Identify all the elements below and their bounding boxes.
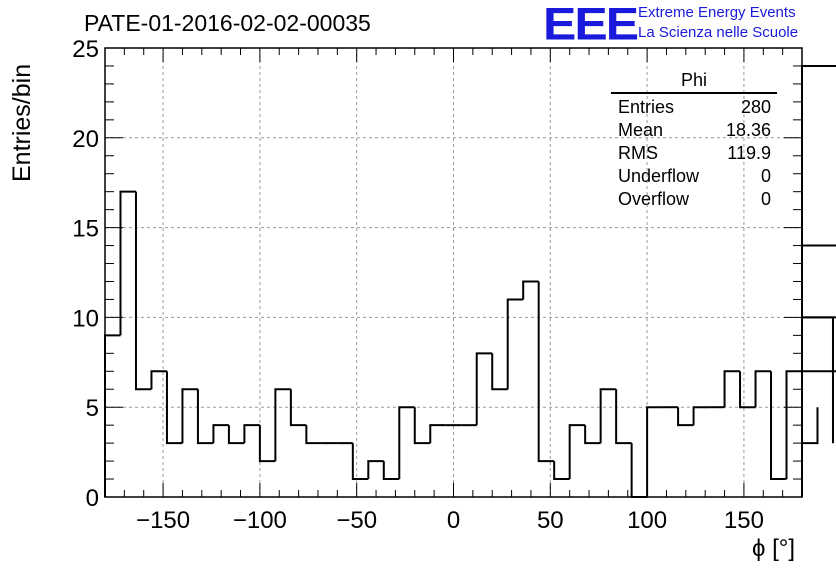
histogram-bin xyxy=(801,64,836,497)
histogram-bin xyxy=(305,425,322,445)
histogram-bin xyxy=(243,424,260,444)
stats-value: 18.36 xyxy=(725,120,771,140)
x-tick-label: 150 xyxy=(724,507,764,534)
y-tick-label: 0 xyxy=(86,485,99,512)
stats-value: 119.9 xyxy=(727,143,771,163)
histogram-bin xyxy=(258,425,276,463)
histogram-bin xyxy=(785,370,802,480)
histogram-bin xyxy=(802,244,836,247)
histogram-bin xyxy=(196,389,214,445)
histogram-bin xyxy=(739,371,756,409)
histogram-bin xyxy=(181,388,198,444)
y-tick-label: 5 xyxy=(86,395,99,422)
histogram-bin xyxy=(584,425,601,445)
stats-value: 0 xyxy=(760,189,771,209)
histogram-bin xyxy=(692,406,710,426)
stats-label: Mean xyxy=(618,120,664,140)
stats-label: Underflow xyxy=(618,166,700,186)
stats-value: 0 xyxy=(760,166,771,186)
histogram-bin xyxy=(491,353,508,391)
y-tick-label: 15 xyxy=(72,216,99,243)
stats-row-overflow: Overflow 0 xyxy=(611,188,777,211)
x-axis-label: ϕ [°] xyxy=(752,535,796,562)
logo-subtitle-1: Extreme Energy Events xyxy=(638,4,796,21)
histogram-bin xyxy=(615,389,632,445)
histogram-bin xyxy=(119,190,136,336)
tick-labels: −150 −100 −50 0 50 100 150 0 5 10 15 20 25 xyxy=(72,36,764,534)
logo-subtitle-2: La Scienza nelle Scuole xyxy=(638,24,799,41)
histogram-bin xyxy=(522,280,539,300)
stats-row-rms: RMS 119.9 xyxy=(611,142,777,165)
x-tick-label: 100 xyxy=(627,507,667,534)
x-tick-label: 0 xyxy=(447,507,460,534)
histogram-bin xyxy=(723,370,741,408)
histogram-bin xyxy=(398,406,415,480)
histogram-bin xyxy=(754,370,772,408)
histogram-bin xyxy=(770,371,787,481)
histogram-bin xyxy=(165,371,183,445)
histogram-bin xyxy=(599,388,617,444)
histogram-bin xyxy=(553,461,570,481)
histogram-bin xyxy=(413,407,431,445)
stats-label: Entries xyxy=(618,97,675,117)
histogram-bin xyxy=(150,370,167,390)
histogram-bin xyxy=(506,298,524,390)
stats-row-underflow: Underflow 0 xyxy=(611,165,777,188)
histogram-bin xyxy=(475,352,493,426)
x-tick-label: −50 xyxy=(336,507,377,534)
stats-title: Phi xyxy=(611,70,777,94)
stats-value: 280 xyxy=(740,97,771,117)
histogram-bin xyxy=(802,407,819,445)
stats-box: Phi Entries 280 Mean 18.36 RMS 119.9 Und… xyxy=(611,70,777,211)
histogram-bins xyxy=(104,64,836,498)
histogram-bin xyxy=(212,424,229,444)
histogram-bin xyxy=(802,370,836,373)
histogram-bin xyxy=(274,388,291,462)
y-tick-label: 20 xyxy=(72,126,99,153)
histogram-bin xyxy=(677,407,694,427)
y-tick-label: 25 xyxy=(72,36,99,63)
histogram-bin xyxy=(630,443,648,498)
histogram-bin xyxy=(382,461,400,481)
chart-title: PATE-01-2016-02-02-00035 xyxy=(84,10,371,36)
y-axis-label: Entries/bin xyxy=(8,63,36,182)
histogram-bin xyxy=(104,334,121,497)
histogram-bin xyxy=(802,316,836,319)
histogram-bin xyxy=(537,281,555,463)
histogram-bin xyxy=(134,191,152,391)
stats-label: Overflow xyxy=(618,189,690,209)
x-tick-label: 50 xyxy=(537,507,564,534)
eee-logo: EEE xyxy=(543,0,639,50)
stats-row-mean: Mean 18.36 xyxy=(611,119,777,142)
histogram-bin xyxy=(289,389,307,427)
histogram-bin xyxy=(646,406,663,497)
x-tick-label: −100 xyxy=(233,507,287,534)
histogram-bin xyxy=(568,424,586,480)
histogram-bin xyxy=(227,425,245,445)
histogram-bin xyxy=(351,443,369,481)
stats-row-entries: Entries 280 xyxy=(611,96,777,119)
y-tick-label: 10 xyxy=(72,305,99,332)
histogram-bin xyxy=(429,424,446,444)
plot-frame xyxy=(104,47,803,498)
grid-lines xyxy=(105,48,802,497)
x-tick-label: −150 xyxy=(136,507,190,534)
histogram-bin xyxy=(367,460,384,480)
stats-label: RMS xyxy=(618,143,658,163)
